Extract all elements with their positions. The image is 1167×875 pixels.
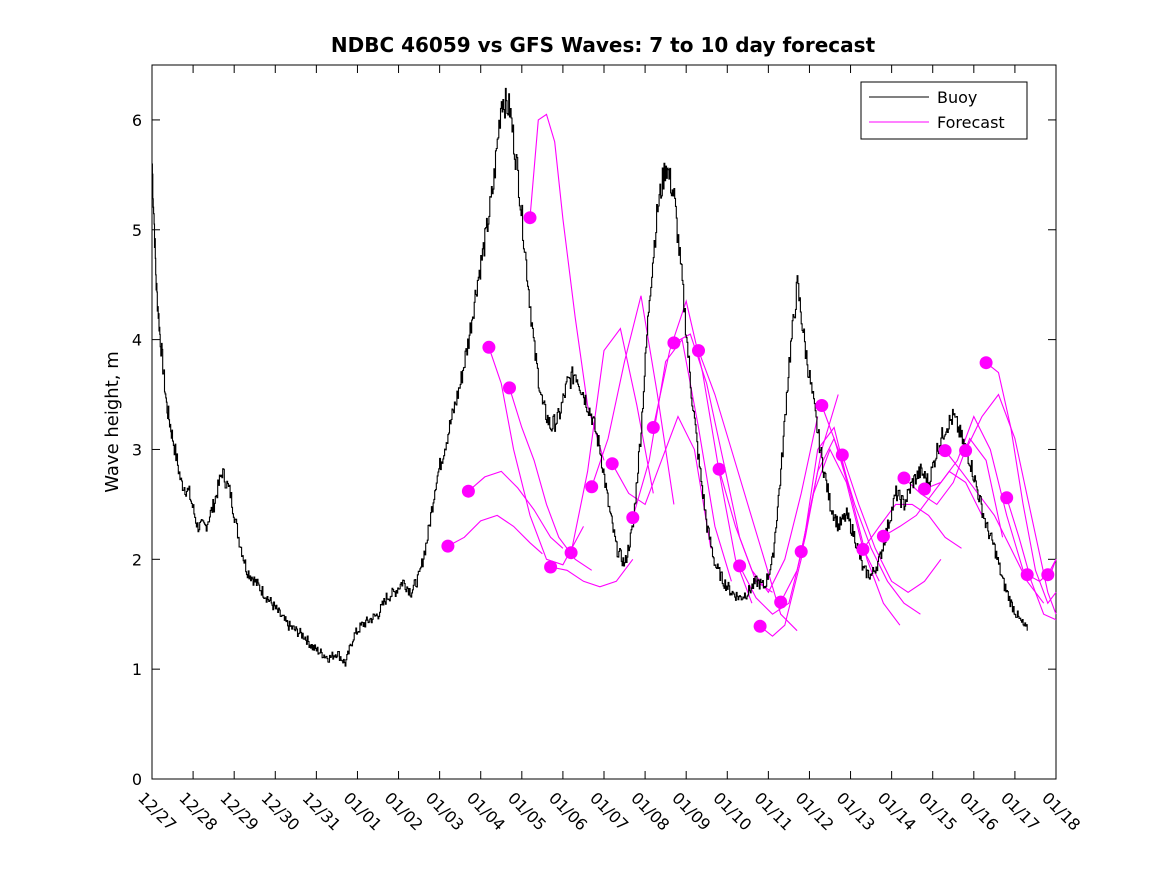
x-tick-label: 01/16 xyxy=(956,788,1002,834)
forecast-start-point xyxy=(897,471,911,485)
forecast-start-point xyxy=(667,336,681,350)
forecast-line xyxy=(550,558,634,588)
forecast-line xyxy=(447,514,543,555)
x-tick-label: 01/06 xyxy=(545,788,591,834)
y-axis: 0 1 2 3 4 5 6 xyxy=(132,111,1056,789)
forecast-line xyxy=(570,327,654,553)
forecast-start-point xyxy=(692,344,705,358)
x-tick-label: 12/30 xyxy=(257,788,303,834)
forecast-line xyxy=(821,405,921,615)
y-tick-label: 4 xyxy=(132,331,142,350)
forecast-start-point xyxy=(979,356,993,370)
x-tick-label: 01/11 xyxy=(751,788,797,834)
forecast-start-point xyxy=(646,421,660,434)
forecast-line xyxy=(965,393,1057,615)
forecast-start-point xyxy=(876,529,890,543)
y-tick-label: 0 xyxy=(132,770,142,789)
forecast-line xyxy=(508,387,593,571)
forecast-line xyxy=(591,295,675,505)
chart-title: NDBC 46059 vs GFS Waves: 7 to 10 day for… xyxy=(331,33,876,57)
forecast-line xyxy=(924,415,1024,571)
forecast-start-point xyxy=(564,546,578,560)
forecast-start-point xyxy=(1041,568,1055,582)
forecast-start-point xyxy=(712,462,726,476)
x-tick-label: 01/04 xyxy=(463,788,509,834)
legend-buoy-label: Buoy xyxy=(937,88,977,107)
forecast-start-point xyxy=(918,482,931,496)
forecast-start-point xyxy=(605,457,619,471)
x-tick-label: 01/07 xyxy=(586,788,632,834)
x-tick-label: 01/17 xyxy=(997,788,1043,834)
forecast-start-point xyxy=(523,211,537,225)
forecast-start-point xyxy=(733,559,747,573)
forecast-line xyxy=(673,333,773,593)
buoy-series-line xyxy=(151,87,1028,667)
forecast-line xyxy=(841,454,942,593)
legend-forecast-label: Forecast xyxy=(937,113,1005,132)
x-tick-label: 01/18 xyxy=(1038,788,1084,834)
forecast-line xyxy=(759,426,852,637)
x-tick-label: 01/10 xyxy=(709,788,755,834)
forecast-start-point xyxy=(1000,491,1014,505)
y-tick-label: 2 xyxy=(132,550,142,569)
forecast-line xyxy=(883,470,983,537)
x-tick-label: 01/15 xyxy=(915,788,961,834)
plot-area xyxy=(151,64,1057,780)
x-tick-label: 01/09 xyxy=(668,788,714,834)
forecast-line xyxy=(1006,497,1057,621)
x-tick-label: 12/31 xyxy=(299,788,345,834)
forecast-line xyxy=(632,338,732,582)
x-tick-label: 01/13 xyxy=(833,788,879,834)
y-tick-label: 5 xyxy=(132,221,142,240)
forecast-start-point xyxy=(753,619,767,633)
forecast-start-point xyxy=(544,560,558,574)
legend: Buoy Forecast xyxy=(860,81,1028,140)
forecast-series-group xyxy=(447,113,1057,637)
forecast-line xyxy=(468,470,564,549)
forecast-start-point xyxy=(1020,568,1034,582)
forecast-start-point xyxy=(461,484,475,498)
forecast-line xyxy=(718,416,819,594)
forecast-start-point xyxy=(815,399,829,412)
forecast-line xyxy=(697,350,798,632)
forecast-start-point xyxy=(774,595,788,609)
forecast-start-point xyxy=(585,480,599,494)
y-axis-label: Wave height, m xyxy=(102,351,123,492)
forecast-start-point xyxy=(938,444,952,458)
legend-box xyxy=(860,81,1028,140)
forecast-start-point xyxy=(482,340,496,354)
forecast-start-point xyxy=(856,542,870,556)
forecast-start-point xyxy=(959,444,973,458)
forecast-line xyxy=(944,450,1045,604)
x-tick-label: 12/28 xyxy=(175,788,221,834)
forecast-start-point xyxy=(835,448,849,462)
forecast-line xyxy=(611,415,712,549)
y-tick-label: 6 xyxy=(132,111,142,130)
x-tick-label: 12/29 xyxy=(216,788,262,834)
forecast-start-point xyxy=(626,511,640,525)
x-tick-label: 01/05 xyxy=(504,788,550,834)
x-tick-label: 01/12 xyxy=(792,788,838,834)
forecast-line xyxy=(862,503,962,550)
x-tick-label: 12/27 xyxy=(134,788,180,834)
forecast-start-point xyxy=(441,539,455,553)
x-tick-label: 01/14 xyxy=(874,788,920,834)
x-tick-label: 01/01 xyxy=(340,788,386,834)
forecast-line xyxy=(488,347,584,566)
forecast-start-points xyxy=(441,211,1055,633)
x-tick-label: 01/02 xyxy=(381,788,427,834)
forecast-line xyxy=(529,113,605,461)
y-tick-label: 1 xyxy=(132,660,142,679)
x-tick-label: 01/08 xyxy=(627,788,673,834)
forecast-line xyxy=(800,437,901,626)
forecast-line xyxy=(985,362,1057,605)
forecast-start-point xyxy=(503,381,516,395)
x-tick-label: 01/03 xyxy=(422,788,468,834)
y-tick-label: 3 xyxy=(132,440,142,459)
forecast-start-point xyxy=(794,545,808,559)
